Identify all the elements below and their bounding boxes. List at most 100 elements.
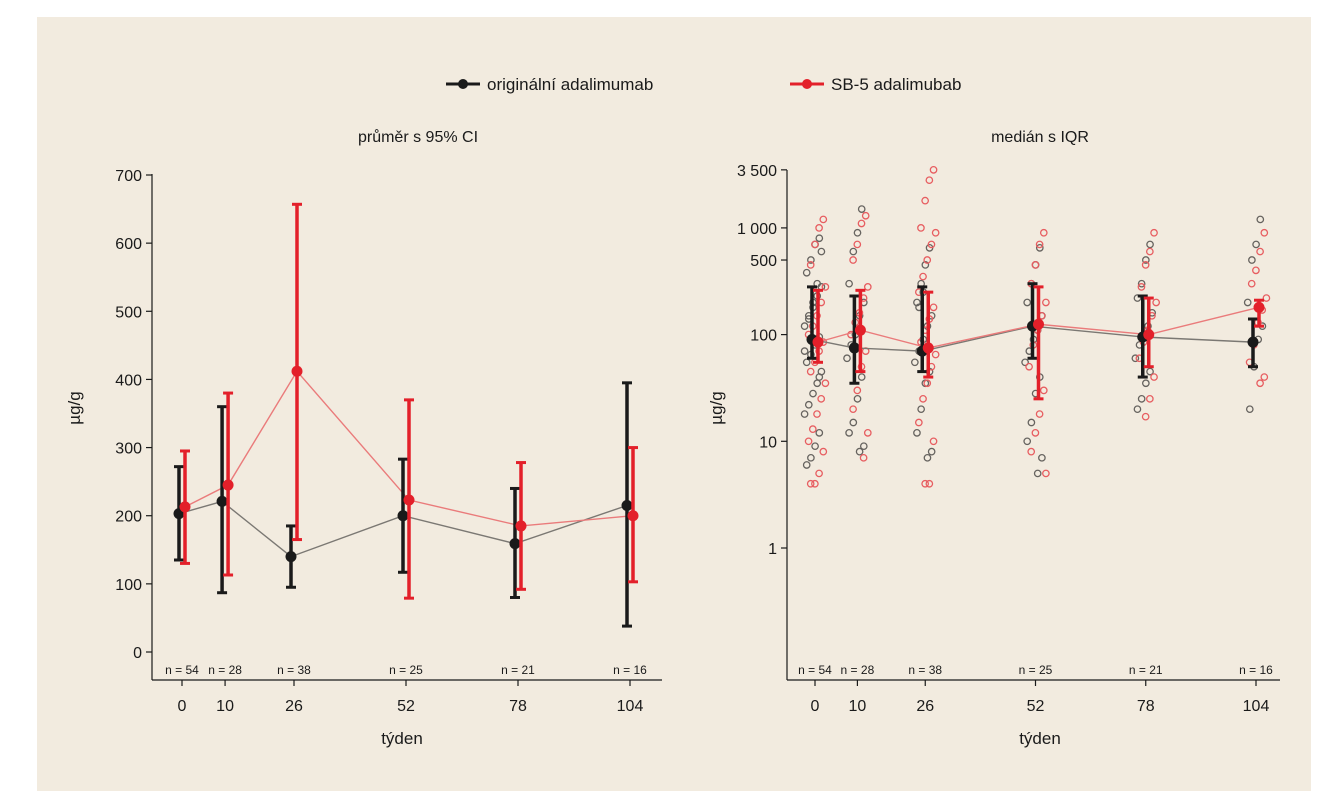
scatter-point xyxy=(1256,247,1264,256)
data-marker xyxy=(403,494,415,506)
scatter-point xyxy=(1243,298,1252,307)
scatter-point xyxy=(815,469,823,478)
scatter-point xyxy=(914,418,923,427)
x-axis-label-right: týden xyxy=(1019,729,1061,748)
scatter-point xyxy=(859,442,868,451)
scatter-point xyxy=(853,240,862,249)
scatter-point xyxy=(1248,256,1256,264)
n-label: n = 25 xyxy=(1019,663,1053,677)
data-marker xyxy=(397,510,409,522)
x-tick-label: 0 xyxy=(811,698,820,715)
scatter-point xyxy=(929,165,938,174)
y-axis-label-left: µg/g xyxy=(65,391,84,424)
scatter-point xyxy=(821,379,830,388)
x-tick-label: 0 xyxy=(178,698,187,715)
scatter-point xyxy=(1146,367,1154,376)
legend-marker-sb5 xyxy=(802,79,812,89)
scatter-point xyxy=(849,256,857,264)
scatter-point xyxy=(863,429,872,437)
y-tick-label: 3 500 xyxy=(737,163,777,180)
scatter-point xyxy=(815,224,823,232)
scatter-point xyxy=(919,272,927,281)
scatter-point xyxy=(923,453,932,462)
y-tick-label: 200 xyxy=(115,509,142,526)
legend: originální adalimumab SB-5 adalimubab xyxy=(446,75,961,94)
y-tick-label: 1 xyxy=(768,541,777,558)
scatter-point xyxy=(921,479,930,488)
data-marker xyxy=(285,551,297,563)
scatter-point xyxy=(1033,469,1042,478)
scatter-point xyxy=(1252,240,1260,249)
scatter-point xyxy=(859,453,868,462)
scatter-point xyxy=(931,350,940,359)
scatter-point xyxy=(910,358,919,367)
scatter-point xyxy=(923,256,932,264)
x-tick-label: 10 xyxy=(849,698,867,715)
scatter-point xyxy=(855,447,864,456)
x-axis-label-left: týden xyxy=(381,729,423,748)
scatter-point xyxy=(917,405,926,414)
scatter-point xyxy=(802,268,811,277)
scatter-point xyxy=(1035,244,1044,252)
legend-label-sb5: SB-5 adalimubab xyxy=(831,75,961,94)
scatter-point xyxy=(925,176,934,185)
scatter-point xyxy=(815,429,824,437)
n-label: n = 28 xyxy=(208,663,242,677)
scatter-point xyxy=(843,354,851,363)
legend-item-originalni: originální adalimumab xyxy=(446,75,653,94)
data-marker xyxy=(1253,301,1265,313)
scatter-point xyxy=(857,219,866,228)
scatter-point xyxy=(1027,447,1036,456)
scatter-point xyxy=(821,283,830,291)
n-label: n = 54 xyxy=(165,663,199,677)
scatter-point xyxy=(800,322,809,331)
scatter-point xyxy=(1027,418,1036,427)
scatter-point xyxy=(1260,228,1269,237)
scatter-point xyxy=(819,447,828,456)
scatter-point xyxy=(929,303,938,312)
scatter-point xyxy=(807,256,815,264)
x-tick-label: 78 xyxy=(1137,698,1155,715)
x-tick-label: 26 xyxy=(285,698,303,715)
n-label: n = 38 xyxy=(908,663,942,677)
data-marker xyxy=(515,520,527,532)
scatter-point xyxy=(811,240,819,249)
x-tick-label: 104 xyxy=(1243,698,1270,715)
scatter-point xyxy=(1023,437,1032,446)
n-label: n = 25 xyxy=(389,663,423,677)
y-tick-label: 100 xyxy=(115,577,142,594)
y-tick-label: 0 xyxy=(133,645,142,662)
scatter-point xyxy=(1133,405,1142,414)
data-marker xyxy=(179,501,191,513)
n-label: n = 16 xyxy=(613,663,647,677)
data-marker xyxy=(922,342,934,354)
scatter-point xyxy=(1131,354,1140,363)
scatter-point xyxy=(925,479,934,488)
legend-label-originalni: originální adalimumab xyxy=(487,75,653,94)
scatter-point xyxy=(1025,362,1033,371)
data-marker xyxy=(1247,336,1259,348)
n-label: n = 28 xyxy=(841,663,875,677)
scatter-point xyxy=(813,410,821,418)
scatter-point xyxy=(1133,294,1142,302)
scatter-point xyxy=(1245,405,1254,414)
scatter-point xyxy=(931,228,940,237)
x-tick-label: 52 xyxy=(397,698,415,715)
scatter-point xyxy=(1137,283,1146,291)
scatter-point xyxy=(813,379,822,388)
n-label: n = 16 xyxy=(1239,663,1273,677)
scatter-point xyxy=(1150,228,1158,237)
series-line xyxy=(811,325,1254,352)
scatter-point xyxy=(1141,261,1150,269)
scatter-point xyxy=(1256,215,1265,224)
scatter-point xyxy=(923,379,932,388)
data-marker xyxy=(291,365,303,377)
scatter-point xyxy=(815,234,824,243)
scatter-point xyxy=(811,479,819,488)
y-tick-label: 1 000 xyxy=(737,221,777,238)
data-marker xyxy=(621,499,633,511)
x-tick-label: 52 xyxy=(1027,698,1045,715)
scatter-point xyxy=(929,437,938,446)
y-tick-label: 500 xyxy=(750,253,777,270)
